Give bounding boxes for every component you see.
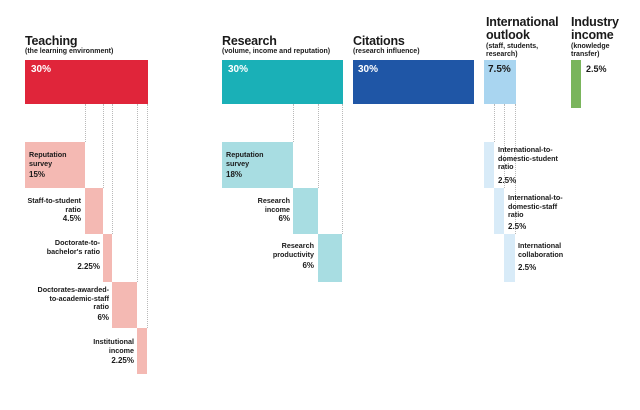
international-staff-ratio-bar <box>494 188 504 234</box>
research-reputation-weight: 18% <box>226 170 243 179</box>
teaching-staff-student-label: Staff-to-student ratio <box>27 196 82 214</box>
teaching-doctorate-bachelor-weight: 2.25% <box>77 262 100 271</box>
citations-bar: 30% <box>353 60 474 104</box>
teaching-institutional-income-weight: 2.25% <box>111 356 134 365</box>
research-bar: 30% <box>222 60 343 104</box>
teaching-institutional-income-bar <box>137 328 147 374</box>
teaching-doctorates-staff-label: Doctorates-awarded-to-academic-staff rat… <box>37 285 110 312</box>
industry-subtitle: (knowledge transfer) <box>571 43 610 58</box>
international-subtitle: (staff, students, research) <box>486 43 539 58</box>
research-title: Research <box>222 34 277 48</box>
teaching-reputation-weight: 15% <box>29 170 46 179</box>
teaching-doctorate-bachelor-label: Doctorate-to-bachelor's ratio <box>46 238 100 256</box>
teaching-title: Teaching <box>25 34 78 48</box>
teaching-subtitle: (the learning environment) <box>25 48 114 55</box>
international-collaboration-bar <box>504 234 515 282</box>
teaching-reputation-bar: Reputation survey 15% <box>25 142 85 188</box>
industry-bar <box>571 60 581 108</box>
research-income-bar <box>293 188 318 234</box>
international-student-ratio-label: International-to-domestic-student ratio <box>498 145 558 172</box>
citations-title: Citations <box>353 34 405 48</box>
industry-title: Industry income <box>571 15 619 42</box>
industry-bar-weight: 2.5% <box>586 64 607 74</box>
teaching-doctorates-staff-bar <box>112 282 137 328</box>
teaching-staff-student-weight: 4.5% <box>62 214 81 223</box>
international-collaboration-label: International collaboration <box>518 241 564 259</box>
research-productivity-weight: 6% <box>302 261 314 270</box>
international-staff-ratio-weight: 2.5% <box>508 222 527 231</box>
research-productivity-label: Research productivity <box>272 241 314 259</box>
international-student-ratio-bar <box>484 142 494 188</box>
research-reputation-bar: Reputation survey 18% <box>222 142 293 188</box>
teaching-doctorate-bachelor-bar <box>103 234 112 282</box>
research-income-label: Research income <box>257 196 290 214</box>
teaching-institutional-income-label: Institutional income <box>93 337 134 355</box>
teaching-reputation-label: Reputation survey <box>29 150 67 168</box>
international-collaboration-weight: 2.5% <box>518 263 537 272</box>
international-student-ratio-weight: 2.5% <box>498 176 517 185</box>
international-title: International outlook <box>486 15 559 42</box>
citations-subtitle: (research influence) <box>353 48 420 55</box>
teaching-bar-weight: 30% <box>31 64 52 75</box>
research-subtitle: (volume, income and reputation) <box>222 48 331 55</box>
citations-bar-weight: 30% <box>358 64 379 75</box>
research-reputation-label: Reputation survey <box>226 150 264 168</box>
teaching-bar: 30% <box>25 60 148 104</box>
international-bar: 7.5% <box>484 60 516 104</box>
teaching-staff-student-bar <box>85 188 103 234</box>
research-productivity-bar <box>318 234 342 282</box>
research-bar-weight: 30% <box>228 64 249 75</box>
international-bar-weight: 7.5% <box>488 64 511 75</box>
international-staff-ratio-label: International-to-domestic-staff ratio <box>508 193 563 220</box>
research-income-weight: 6% <box>278 214 290 223</box>
teaching-doctorates-staff-weight: 6% <box>97 313 109 322</box>
